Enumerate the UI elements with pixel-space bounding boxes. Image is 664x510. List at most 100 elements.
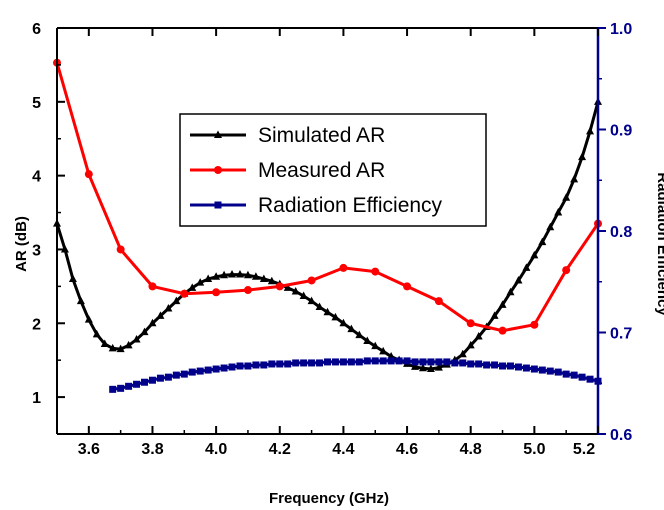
radiation-efficiency-point <box>546 367 554 375</box>
radiation-efficiency-point <box>395 357 403 365</box>
y2-tick-label: 0.6 <box>610 427 632 444</box>
simulated-ar-point <box>530 250 539 259</box>
radiation-efficiency-point <box>387 357 395 365</box>
radiation-efficiency-point <box>148 376 156 384</box>
simulated-ar-point <box>76 296 85 305</box>
simulated-ar-point <box>108 343 117 352</box>
radiation-efficiency-point <box>331 358 339 366</box>
simulated-ar-point <box>506 287 515 296</box>
measured-ar-point <box>339 263 348 272</box>
radiation-efficiency-point <box>180 370 188 378</box>
x-tick-label: 3.6 <box>78 441 100 458</box>
simulated-ar-point <box>347 324 356 333</box>
simulated-ar-point <box>84 315 93 323</box>
x-tick-label: 4.4 <box>332 441 354 458</box>
radiation-efficiency-point <box>530 365 538 373</box>
simulated-ar-point <box>196 278 205 286</box>
simulated-ar-point <box>251 272 260 280</box>
simulated-ar-point <box>235 270 244 278</box>
x-tick-label: 3.8 <box>141 441 163 458</box>
radiation-efficiency-point <box>117 384 125 392</box>
radiation-efficiency-point <box>499 362 507 370</box>
radiation-efficiency-point <box>538 366 546 374</box>
y-tick-label: 2 <box>32 316 41 333</box>
radiation-efficiency-point <box>156 374 164 382</box>
radiation-efficiency-point <box>339 358 347 366</box>
radiation-efficiency-point <box>443 358 451 366</box>
axes-layer: 3.6 3.8 4.0 4.2 4.4 4.6 4.8 5.0 5.2 1 2 3 4 5 6 0.6 0.7 0… <box>32 21 632 458</box>
simulated-ar-point <box>331 312 340 321</box>
simulated-ar-point <box>299 291 308 299</box>
y-tick-label: 1 <box>32 390 41 407</box>
radiation-efficiency-point <box>459 359 467 367</box>
radiation-efficiency-point <box>220 364 228 372</box>
simulated-ar-point <box>562 193 571 201</box>
radiation-efficiency-point <box>578 373 586 381</box>
simulated-ar-point <box>538 237 547 246</box>
radiation-efficiency-point <box>522 364 530 372</box>
radiation-efficiency-point <box>244 362 252 370</box>
simulated-ar-point <box>204 274 213 282</box>
y-tick-label: 5 <box>32 95 41 112</box>
measured-ar-line <box>55 62 600 333</box>
legend-swatch-marker <box>214 201 222 209</box>
radiation-efficiency-point <box>316 359 324 367</box>
simulated-ar-point <box>570 174 579 183</box>
y2-tick-label: 1.0 <box>610 21 632 38</box>
simulated-ar-point <box>498 300 507 308</box>
simulated-ar-point <box>259 274 268 282</box>
measured-ar-point <box>562 266 571 275</box>
radiation-efficiency-point <box>411 358 419 366</box>
radiation-efficiency-point <box>228 363 236 371</box>
radiation-efficiency-point <box>308 359 316 367</box>
radiation-efficiency-point <box>379 357 387 365</box>
y2-tick-label: 0.7 <box>610 326 632 343</box>
simulated-ar-point <box>188 283 197 291</box>
x-tick-label: 4.0 <box>205 441 227 458</box>
simulated-ar-point <box>339 318 348 327</box>
measured-ar-point <box>307 276 316 285</box>
radiation-efficiency-point <box>125 382 133 390</box>
legend-label: Radiation Efficiency <box>258 194 443 217</box>
x-tick-label: 5.0 <box>523 441 545 458</box>
simulated-ar-point <box>426 364 435 373</box>
simulated-ar-point <box>148 318 157 327</box>
radiation-efficiency-point <box>188 368 196 376</box>
radiation-efficiency-point <box>212 365 220 373</box>
radiation-efficiency-series <box>109 357 602 393</box>
x-tick-label: 4.2 <box>269 441 291 458</box>
simulated-ar-point <box>172 296 181 305</box>
radiation-efficiency-point <box>371 357 379 365</box>
simulated-ar-point <box>546 222 555 231</box>
simulated-ar-point <box>379 346 388 355</box>
measured-ar-point <box>116 245 125 254</box>
radiation-efficiency-point <box>506 362 514 370</box>
simulated-ar-point <box>307 296 316 305</box>
simulated-ar-point <box>315 302 324 311</box>
radiation-efficiency-point <box>403 357 411 365</box>
radiation-efficiency-point <box>292 359 300 367</box>
simulated-ar-point <box>140 327 149 336</box>
radiation-efficiency-point <box>268 360 276 368</box>
measured-ar-point <box>84 170 93 179</box>
simulated-ar-point <box>554 208 563 216</box>
simulated-ar-point <box>434 363 443 371</box>
measured-ar-point <box>148 282 157 291</box>
simulated-ar-point <box>411 362 420 370</box>
y2-tick-label: 0.9 <box>610 123 632 140</box>
simulated-ar-point <box>164 304 173 312</box>
simulated-ar-point <box>323 307 332 316</box>
y2-axis-title: Radiation Efficiency <box>654 172 664 316</box>
radiation-efficiency-point <box>467 360 475 368</box>
simulated-ar-point <box>68 274 77 282</box>
measured-ar-point <box>498 326 507 335</box>
radiation-efficiency-point <box>451 359 459 367</box>
radiation-efficiency-point <box>236 362 244 370</box>
simulated-ar-point <box>220 270 229 279</box>
simulated-ar-point <box>267 276 276 285</box>
y-axis-title: AR (dB) <box>13 216 30 272</box>
x-axis-title: Frequency (GHz) <box>269 490 389 507</box>
radiation-efficiency-point <box>284 360 292 368</box>
simulated-ar-point <box>100 339 109 347</box>
